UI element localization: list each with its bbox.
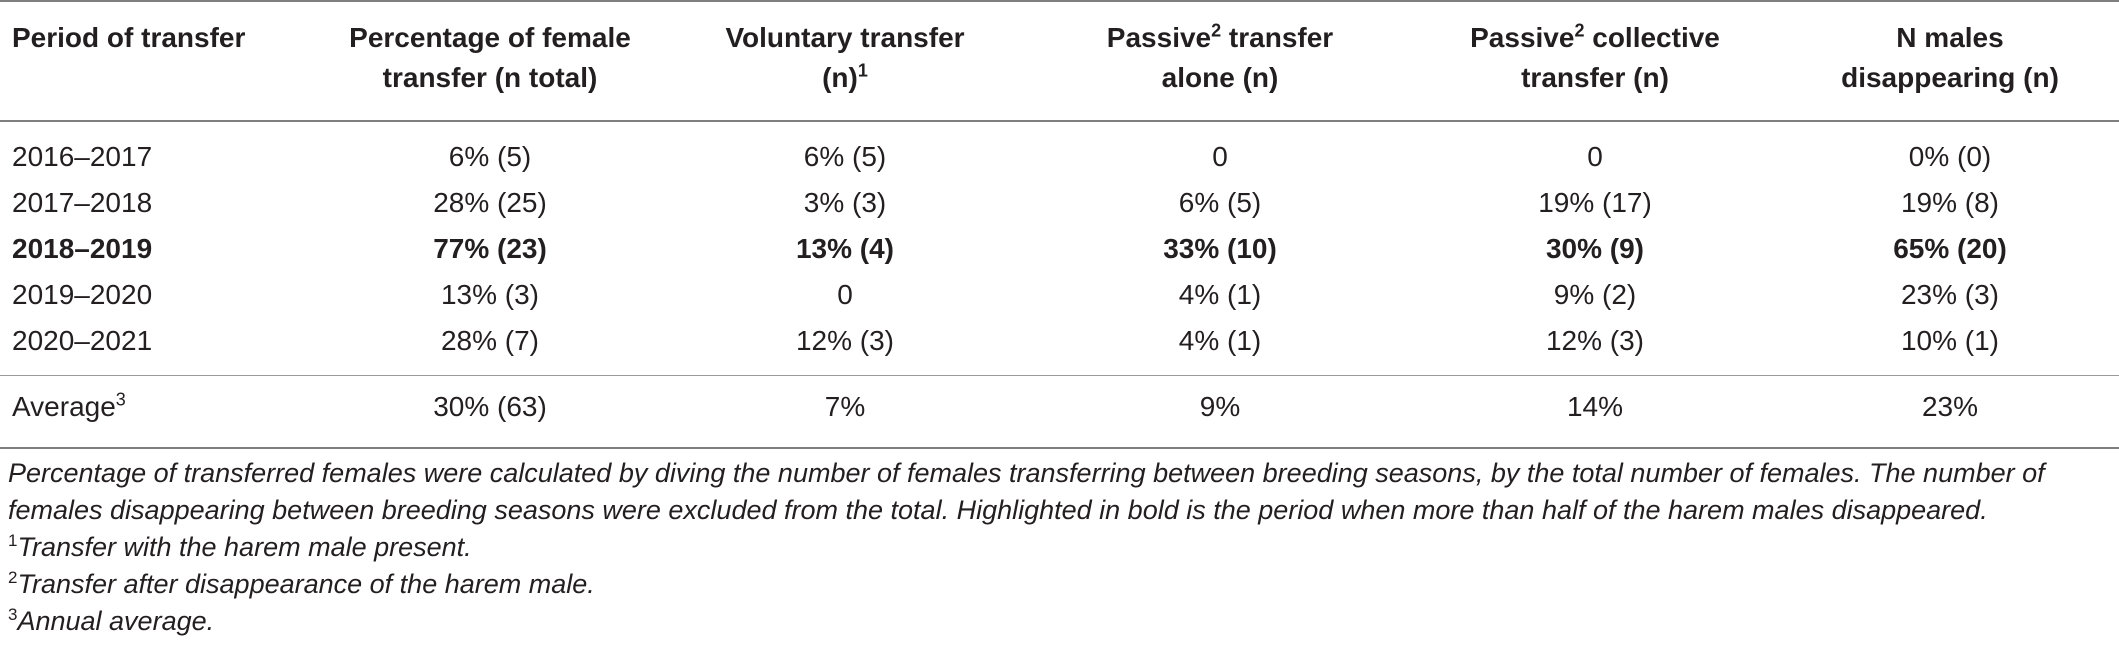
cell-passive-collective: 14% (1566, 391, 1624, 422)
cell-period: 2020–2021 (12, 325, 153, 356)
average-separator-rule (0, 375, 2119, 376)
table-row: 2016–2017 6% (5) 6% (5) 0 0 0% (0) (0, 134, 2119, 180)
header-passive-collective-line2: transfer (n) (1521, 62, 1669, 93)
table-top-rule (0, 0, 2119, 2)
cell-males: 65% (20) (1893, 233, 2007, 264)
footnote-text: Transfer with the harem male present. (17, 532, 472, 562)
header-males-line2: disappearing (n) (1841, 62, 2059, 93)
cell-passive-alone: 4% (1) (1178, 279, 1262, 310)
cell-period: 2017–2018 (12, 187, 153, 218)
cell-passive-alone: 9% (1199, 391, 1241, 422)
header-period: Period of transfer (12, 18, 312, 58)
cell-percentage: 28% (25) (433, 187, 547, 218)
table-bottom-rule (0, 447, 2119, 449)
table-header-rule (0, 120, 2119, 122)
cell-passive-collective: 12% (3) (1545, 325, 1645, 356)
table-row: 2019–2020 13% (3) 0 4% (1) 9% (2) 23% (3… (0, 272, 2119, 318)
table-note-main: Percentage of transferred females were c… (8, 458, 2045, 525)
footnote-1: 1Transfer with the harem male present. (8, 529, 2113, 566)
cell-voluntary: 12% (3) (795, 325, 895, 356)
header-passive-alone: Passive2 transfer alone (n) (1040, 18, 1400, 98)
footnote-mark: 2 (1211, 20, 1222, 41)
average-label-text: Average (12, 391, 116, 422)
header-passive-alone-line1b: transfer (1221, 22, 1334, 53)
cell-period: 2016–2017 (12, 141, 153, 172)
table-row: 2017–2018 28% (25) 3% (3) 6% (5) 19% (17… (0, 180, 2119, 226)
cell-males: 23% (1921, 391, 1979, 422)
cell-males: 19% (8) (1900, 187, 2000, 218)
cell-percentage: 30% (63) (433, 391, 547, 422)
cell-average-label: Average3 (12, 384, 126, 430)
cell-males: 10% (1) (1900, 325, 2000, 356)
header-voluntary-line1: Voluntary transfer (725, 22, 965, 53)
cell-period: 2019–2020 (12, 279, 153, 310)
header-passive-collective-line1b: collective (1584, 22, 1720, 53)
header-males-line1: N males (1896, 22, 2004, 53)
cell-passive-collective: 19% (17) (1538, 187, 1652, 218)
cell-voluntary: 3% (3) (803, 187, 887, 218)
footnote-text: Annual average. (17, 606, 215, 636)
cell-percentage: 13% (3) (440, 279, 540, 310)
cell-passive-alone: 33% (10) (1163, 233, 1277, 264)
cell-passive-alone: 6% (5) (1178, 187, 1262, 218)
header-passive-alone-line1a: Passive (1106, 22, 1212, 53)
footnote-mark: 1 (8, 531, 18, 550)
header-voluntary-line2: (n)1 (670, 58, 1020, 98)
table-row-highlighted: 2018–2019 77% (23) 13% (4) 33% (10) 30% … (0, 226, 2119, 272)
header-percentage: Percentage of female transfer (n total) (300, 18, 680, 98)
table-notes: Percentage of transferred females were c… (8, 455, 2113, 640)
cell-voluntary: 0 (837, 279, 853, 310)
footnote-2: 2Transfer after disappearance of the har… (8, 566, 2113, 603)
footnote-text: Transfer after disappearance of the hare… (17, 569, 595, 599)
header-passive-collective-line1: Passive2 collective (1400, 18, 1790, 58)
footnote-mark: 3 (8, 605, 18, 624)
cell-voluntary: 7% (824, 391, 866, 422)
header-passive-alone-line2: alone (n) (1161, 62, 1279, 93)
cell-percentage: 77% (23) (433, 233, 547, 264)
footnote-mark: 2 (1574, 20, 1585, 41)
footnote-3: 3Annual average. (8, 603, 2113, 640)
header-passive-alone-line1: Passive2 transfer (1040, 18, 1400, 58)
cell-voluntary: 6% (5) (803, 141, 887, 172)
cell-percentage: 6% (5) (448, 141, 532, 172)
cell-passive-collective: 0 (1587, 141, 1603, 172)
header-passive-collective-line1a: Passive (1470, 22, 1575, 53)
cell-period: 2018–2019 (12, 233, 153, 264)
table-row: 2020–2021 28% (7) 12% (3) 4% (1) 12% (3)… (0, 318, 2119, 364)
cell-males: 23% (3) (1900, 279, 2000, 310)
cell-passive-collective: 9% (2) (1553, 279, 1637, 310)
header-percentage-line1: Percentage of female (349, 22, 631, 53)
cell-passive-alone: 4% (1) (1178, 325, 1262, 356)
cell-voluntary: 13% (4) (795, 233, 895, 264)
table-row-average: Average3 30% (63) 7% 9% 14% 23% (0, 384, 2119, 430)
cell-passive-collective: 30% (9) (1545, 233, 1645, 264)
cell-passive-alone: 0 (1212, 141, 1228, 172)
footnote-mark: 1 (857, 60, 868, 81)
header-period-text: Period of transfer (12, 22, 246, 53)
header-percentage-line2: transfer (n total) (382, 62, 598, 93)
header-males: N males disappearing (n) (1790, 18, 2110, 98)
footnote-mark: 3 (115, 389, 126, 410)
footnote-mark: 2 (8, 568, 18, 587)
header-voluntary: Voluntary transfer (n)1 (670, 18, 1020, 98)
cell-males: 0% (0) (1908, 141, 1992, 172)
header-voluntary-line2-text: (n) (822, 62, 858, 93)
cell-percentage: 28% (7) (440, 325, 540, 356)
header-passive-collective: Passive2 collective transfer (n) (1400, 18, 1790, 98)
